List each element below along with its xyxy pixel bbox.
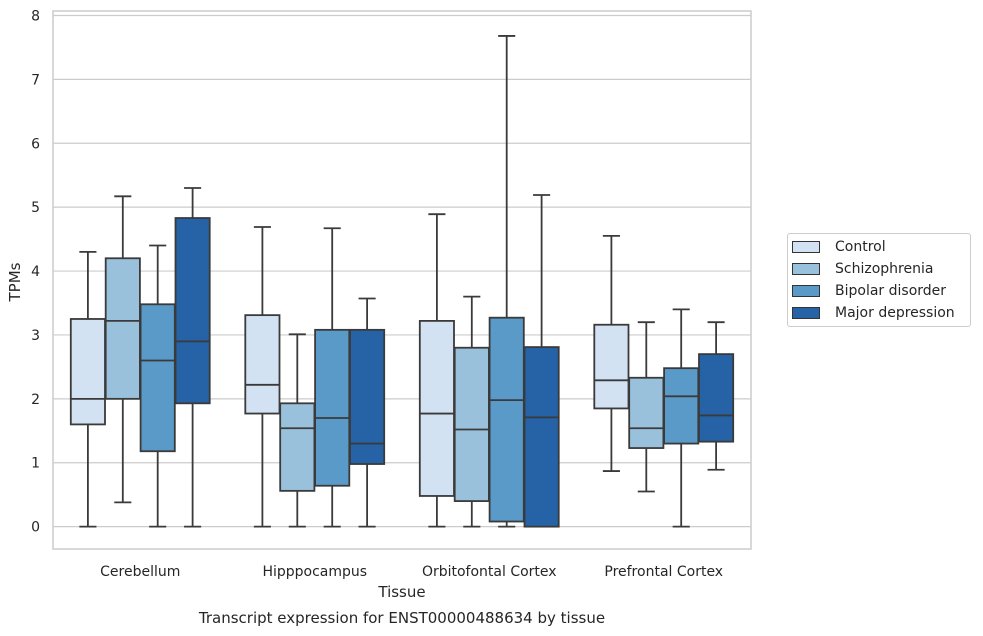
box-cerebellum-bipolar-disorder (139, 244, 176, 528)
x-tick-label-cerebellum: Cerebellum (100, 564, 180, 580)
x-axis-label: Tissue (377, 583, 425, 601)
iqr-box-cerebellum-major-depression (174, 217, 211, 405)
box-cerebellum-major-depression (174, 187, 211, 528)
iqr-box-orbitofontal-cortex-bipolar-disorder (488, 316, 525, 523)
box-group-orbitofontal-cortex (418, 35, 560, 528)
box-group-hipppocampus (244, 226, 386, 528)
box-orbitofontal-cortex-bipolar-disorder (488, 35, 525, 528)
legend-swatch-bipolar-disorder (792, 285, 820, 297)
box-group-cerebellum (69, 187, 211, 528)
y-tick-label-8: 8 (31, 8, 40, 24)
legend-label-control: Control (835, 239, 886, 255)
iqr-box-prefrontal-cortex-bipolar-disorder (663, 367, 700, 445)
chart-title: Transcript expression for ENST0000048863… (198, 609, 605, 627)
legend-item-bipolar-disorder: Bipolar disorder (792, 281, 946, 301)
y-tick-label-6: 6 (31, 136, 40, 152)
y-tick-label-0: 0 (31, 520, 40, 536)
y-tick-label-5: 5 (31, 200, 40, 216)
iqr-box-orbitofontal-cortex-control (418, 319, 455, 497)
legend-label-schizophrenia: Schizophrenia (835, 261, 934, 277)
legend-swatch-major-depression (792, 307, 820, 319)
y-tick-label-2: 2 (31, 392, 40, 408)
iqr-box-hipppocampus-control (244, 314, 281, 415)
legend-label-major-depression: Major depression (835, 305, 955, 321)
y-tick-label-7: 7 (31, 72, 40, 88)
legend-item-schizophrenia: Schizophrenia (792, 259, 933, 279)
box-orbitofontal-cortex-control (418, 213, 455, 528)
x-tick-labels: Cerebellum Hipppocampus Orbitofontal Corte… (100, 564, 723, 580)
box-orbitofontal-cortex-major-depression (523, 194, 560, 528)
plot-frame (52, 10, 752, 550)
iqr-box-cerebellum-schizophrenia (104, 257, 141, 400)
x-tick-label-hipppocampus: Hipppocampus (262, 564, 367, 580)
legend-swatch-schizophrenia (792, 263, 820, 275)
box-hipppocampus-schizophrenia (279, 333, 316, 528)
legend-label-bipolar-disorder: Bipolar disorder (835, 283, 947, 299)
box-hipppocampus-bipolar-disorder (314, 227, 351, 528)
x-tick-label-orbitofontal-cortex: Orbitofontal Cortex (422, 564, 557, 580)
iqr-box-hipppocampus-schizophrenia (279, 402, 316, 492)
box-cerebellum-schizophrenia (104, 195, 141, 504)
iqr-box-cerebellum-control (69, 318, 106, 426)
y-tick-label-1: 1 (31, 456, 40, 472)
box-group-prefrontal-cortex (593, 235, 735, 528)
x-tick-label-prefrontal-cortex: Prefrontal Cortex (604, 564, 723, 580)
iqr-box-orbitofontal-cortex-major-depression (523, 346, 560, 528)
iqr-box-hipppocampus-bipolar-disorder (314, 328, 351, 487)
box-hipppocampus-control (244, 226, 281, 528)
legend-item-control: Control (792, 237, 886, 257)
box-hipppocampus-major-depression (349, 297, 386, 528)
box-orbitofontal-cortex-schizophrenia (453, 295, 490, 528)
iqr-box-cerebellum-bipolar-disorder (139, 303, 176, 453)
iqr-box-prefrontal-cortex-major-depression (698, 353, 735, 443)
y-tick-labels: 0 1 2 3 4 5 6 7 8 (31, 8, 40, 535)
box-prefrontal-cortex-schizophrenia (628, 321, 665, 493)
iqr-box-prefrontal-cortex-control (593, 323, 630, 410)
box-prefrontal-cortex-control (593, 235, 630, 472)
iqr-box-prefrontal-cortex-schizophrenia (628, 376, 665, 449)
box-cerebellum-control (69, 250, 106, 528)
box-prefrontal-cortex-bipolar-disorder (663, 308, 700, 528)
iqr-box-hipppocampus-major-depression (349, 328, 386, 465)
y-tick-label-3: 3 (31, 328, 40, 344)
y-tick-label-4: 4 (31, 264, 40, 280)
box-prefrontal-cortex-major-depression (698, 321, 735, 471)
legend-item-major-depression: Major depression (792, 303, 955, 323)
y-axis-label: TPMs (6, 262, 24, 302)
legend: Control Schizophrenia Bipolar disorder M… (787, 233, 971, 327)
legend-swatch-control (792, 241, 820, 253)
box-groups (69, 35, 735, 528)
iqr-box-orbitofontal-cortex-schizophrenia (453, 346, 490, 502)
